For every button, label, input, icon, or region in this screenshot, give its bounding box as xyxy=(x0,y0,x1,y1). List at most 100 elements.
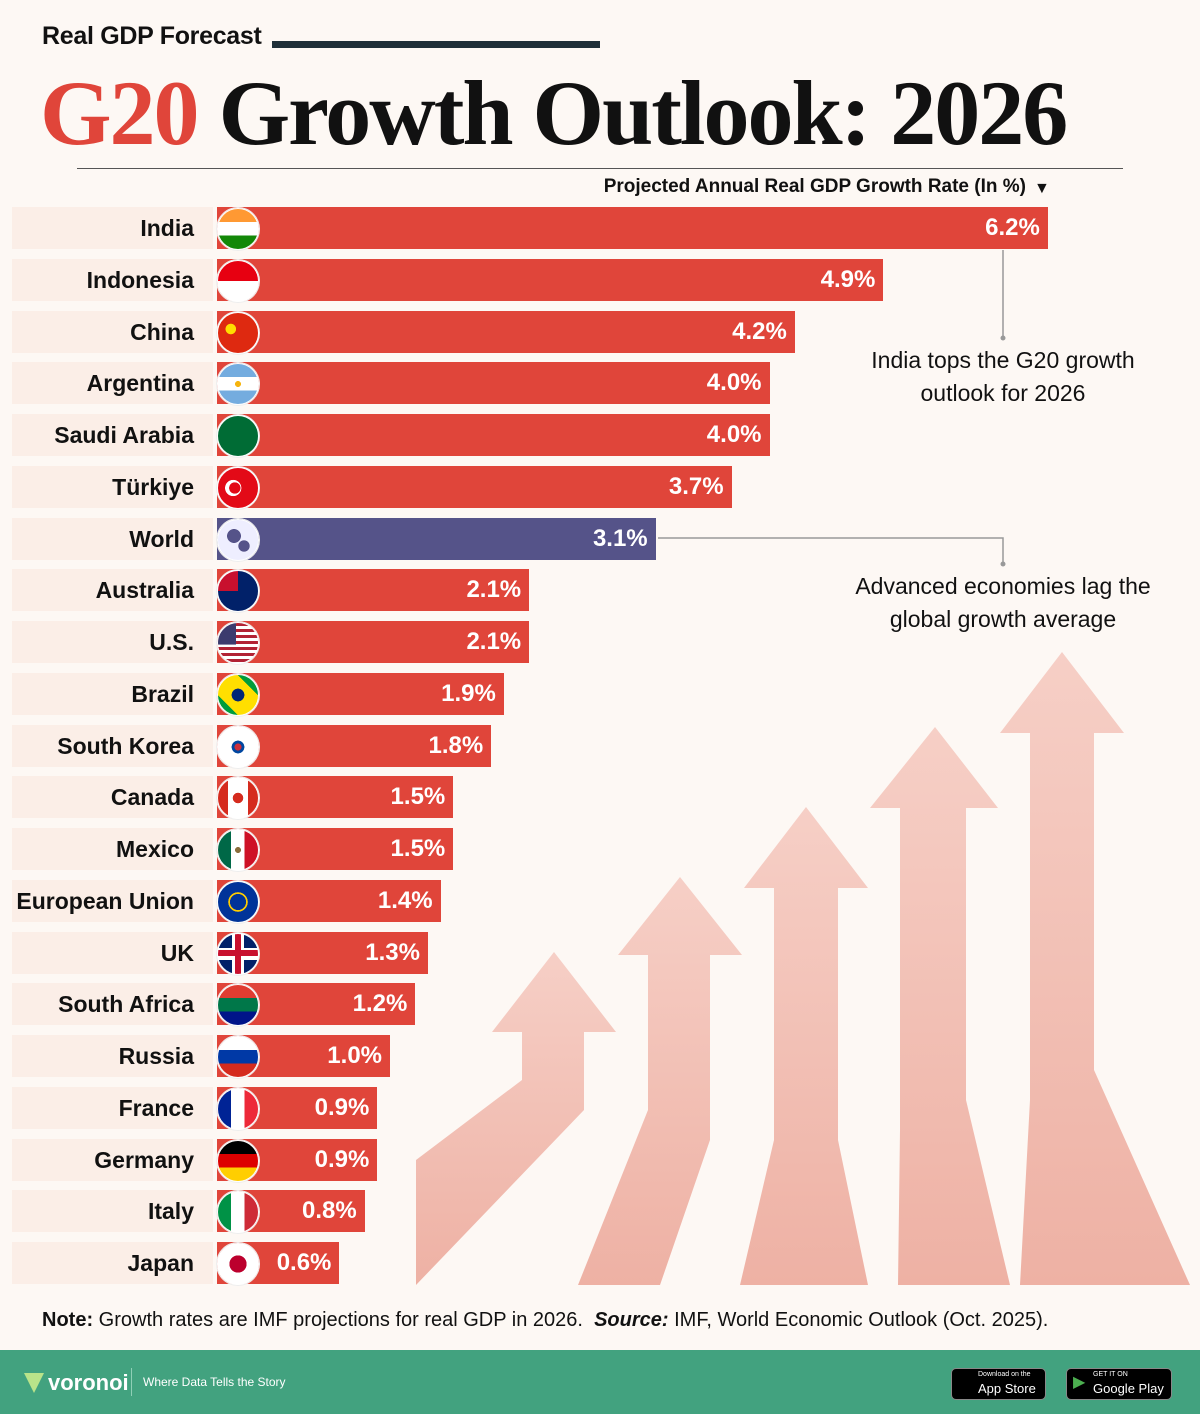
bar-u-s: 2.1% xyxy=(217,621,530,663)
play-label: Google Play xyxy=(1093,1381,1164,1396)
label-background xyxy=(12,414,213,456)
flag-saudi-arabia-icon xyxy=(217,415,259,457)
note-text: Growth rates are IMF projections for rea… xyxy=(98,1309,583,1331)
label-background xyxy=(12,465,213,508)
value-label: 2.1% xyxy=(466,628,522,655)
sort-down-icon: ▼ xyxy=(1034,180,1050,197)
value-label: 4.0% xyxy=(706,369,762,397)
label-background xyxy=(12,776,213,819)
label-background xyxy=(12,517,213,560)
flag-canada-icon xyxy=(217,777,259,820)
label-background xyxy=(12,931,213,974)
play-small: GET IT ON xyxy=(1093,1371,1128,1378)
bar-china: 4.2% xyxy=(217,310,795,353)
flag-south-africa-icon xyxy=(217,984,259,1027)
value-label: 4.2% xyxy=(732,317,787,345)
title-rest: Growth Outlook: 2026 xyxy=(218,62,1069,164)
arrow-3 xyxy=(740,807,868,1285)
value-label: 1.4% xyxy=(377,886,433,914)
play-icon: ▶ xyxy=(1073,1374,1086,1391)
annotation-india: India tops the G20 growth outlook for 20… xyxy=(871,347,1135,406)
label-background xyxy=(12,828,213,870)
footer-divider xyxy=(131,1368,132,1396)
flag-russia-icon xyxy=(217,1036,259,1078)
voronoi-logo[interactable]: voronoi xyxy=(24,1370,129,1396)
flag-france-icon xyxy=(217,1087,259,1130)
flag-mexico-icon xyxy=(217,829,259,871)
bar-france: 0.9% xyxy=(217,1086,378,1129)
label-background xyxy=(12,1138,213,1181)
app-store-button[interactable]: Download on the App Store xyxy=(951,1368,1046,1400)
bar-south-korea: 1.8% xyxy=(217,724,492,767)
value-label: 1.2% xyxy=(352,990,408,1018)
label-background xyxy=(12,724,213,767)
label-background xyxy=(12,310,213,353)
title-accent: G20 xyxy=(40,62,200,164)
bar-brazil: 1.9% xyxy=(217,672,504,715)
value-label: 1.8% xyxy=(428,731,484,759)
label-background xyxy=(12,621,213,663)
category-label: Türkiye xyxy=(112,473,194,500)
flag-t-rkiye-icon xyxy=(217,466,259,509)
flag-germany-icon xyxy=(217,1139,259,1182)
label-background xyxy=(12,362,213,405)
flag-u-s-icon xyxy=(217,622,259,664)
category-label: Italy xyxy=(147,1198,194,1225)
title-rule xyxy=(77,168,1123,169)
page-title: G20 Growth Outlook: 2026 xyxy=(40,58,1069,168)
label-background xyxy=(12,879,213,922)
voronoi-logo-icon xyxy=(24,1373,44,1393)
arrow-5 xyxy=(1000,652,1190,1285)
category-label: Australia xyxy=(95,577,194,604)
footnote: Note: Growth rates are IMF projections f… xyxy=(42,1309,1048,1332)
arrow-1 xyxy=(416,952,616,1285)
category-label: Indonesia xyxy=(86,266,194,293)
value-label: 6.2% xyxy=(985,214,1040,241)
source-text: IMF, World Economic Outlook (Oct. 2025). xyxy=(674,1309,1049,1331)
value-label: 1.3% xyxy=(365,938,420,966)
bar-india: 6.2% xyxy=(217,207,1048,249)
category-label: Argentina xyxy=(86,370,194,397)
label-background xyxy=(12,207,213,249)
flag-japan-icon xyxy=(217,1243,259,1285)
category-label: Canada xyxy=(110,784,194,811)
flag-china-icon xyxy=(217,311,259,354)
bar-t-rkiye: 3.7% xyxy=(217,465,732,508)
category-label: India xyxy=(140,215,194,241)
flag-south-korea-icon xyxy=(217,725,259,768)
flag-indonesia-icon xyxy=(217,259,259,302)
flag-european-union-icon xyxy=(217,880,259,923)
arrow-4 xyxy=(870,727,1010,1285)
annotation-world: Advanced economies lag the global growth… xyxy=(855,573,1151,632)
value-label: 1.9% xyxy=(441,679,496,707)
category-label: France xyxy=(118,1094,194,1121)
flag-argentina-icon xyxy=(217,363,259,406)
category-label: China xyxy=(130,318,194,345)
label-background xyxy=(12,1190,213,1233)
axis-title: Projected Annual Real GDP Growth Rate (I… xyxy=(603,176,1026,197)
brand-name: voronoi xyxy=(48,1370,129,1395)
category-label: Mexico xyxy=(116,836,194,862)
value-label: 1.5% xyxy=(390,783,446,811)
bar-saudi-arabia: 4.0% xyxy=(217,414,770,456)
value-label: 0.8% xyxy=(301,1197,357,1225)
value-label: 3.1% xyxy=(592,524,648,552)
tagline: Where Data Tells the Story xyxy=(143,1375,286,1389)
label-background xyxy=(12,983,213,1026)
category-label: Germany xyxy=(94,1146,194,1173)
value-label: 4.0% xyxy=(706,421,762,448)
value-label: 1.5% xyxy=(390,835,446,862)
flag-uk-icon xyxy=(217,932,259,975)
bar-indonesia: 4.9% xyxy=(217,258,884,301)
google-play-button[interactable]: ▶ GET IT ON Google Play xyxy=(1066,1368,1172,1400)
category-label: U.S. xyxy=(149,629,194,655)
category-label: UK xyxy=(160,939,194,966)
bar-argentina: 4.0% xyxy=(217,362,770,405)
bar-australia: 2.1% xyxy=(217,569,530,612)
flag-brazil-icon xyxy=(217,673,259,716)
footer: voronoi Where Data Tells the Story Downl… xyxy=(0,1350,1200,1414)
value-label: 4.9% xyxy=(820,265,876,293)
arrow-2 xyxy=(578,877,742,1285)
flag-india-icon xyxy=(217,208,259,250)
